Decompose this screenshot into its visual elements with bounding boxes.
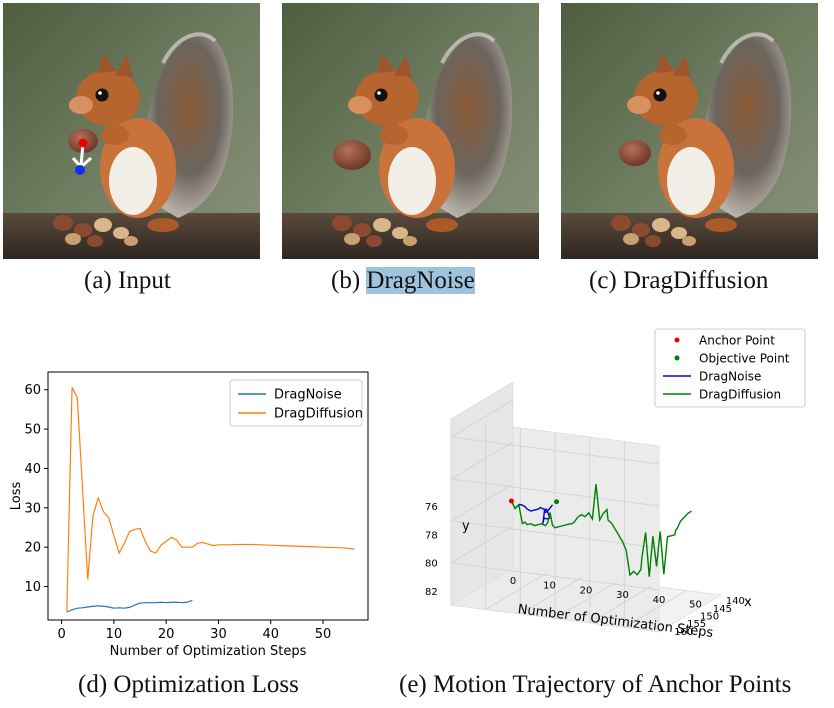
y-tick-label: 78: [425, 530, 438, 541]
legend-marker: [674, 355, 680, 361]
highlighted-method: DragNoise: [366, 267, 475, 294]
target-point: [75, 165, 85, 175]
grid-line: [554, 432, 618, 620]
y-tick-label: 40: [24, 462, 41, 477]
legend-label: DragNoise: [699, 370, 761, 384]
x-tick-label: 160: [674, 627, 693, 638]
caption-a: (a) Input: [84, 267, 171, 294]
step-tick-label: 20: [580, 585, 593, 596]
grid-line: [449, 441, 660, 507]
grid-line: [449, 483, 660, 549]
y-tick-label: 76: [425, 502, 438, 513]
x-tick-label: 10: [106, 627, 123, 642]
caption-d: (d) Optimization Loss: [78, 671, 299, 698]
trajectory-chart: 0 10 20 30 40 50 14014515015516076788082Number…: [425, 328, 806, 641]
y-tick-label: 60: [24, 383, 41, 398]
grid-line: [519, 428, 583, 615]
step-tick-label: 50: [689, 600, 702, 611]
legend-box: [654, 328, 806, 408]
legend-label: Anchor Point: [699, 334, 775, 348]
caption-c: (c) DragDiffusion: [589, 267, 769, 294]
nut: [619, 140, 651, 166]
legend-label: Objective Point: [699, 352, 790, 366]
x-axis-label: Number of Optimization Steps: [110, 644, 307, 659]
handle-point: [78, 138, 88, 148]
y-tick-label: 10: [24, 580, 41, 595]
y-tick-label: 82: [425, 587, 438, 598]
grid-line: [449, 525, 660, 591]
x-axis-label: x: [744, 595, 752, 610]
y-tick-label: 80: [425, 559, 438, 570]
anchor-point-marker: [508, 498, 514, 504]
legend-box: [229, 379, 363, 427]
y-tick-label: 50: [24, 423, 41, 438]
x-tick-label: 155: [687, 619, 706, 630]
legend-label: DragNoise: [274, 388, 342, 403]
caption-b: (b) DragNoise: [331, 267, 475, 294]
loss-legend: DragNoise DragDiffusion: [229, 379, 363, 427]
y-axis-label: Loss: [9, 482, 24, 511]
loss-chart: 0 10 20 30 40 50 10 20 30 40 50 60 Number of Optimiz…: [9, 371, 369, 659]
grid-line: [485, 423, 548, 611]
x-tick-label: 40: [262, 627, 279, 642]
legend-label: DragDiffusion: [699, 388, 781, 402]
y-tick-label: 20: [24, 541, 41, 556]
legend-label: DragDiffusion: [274, 407, 363, 422]
nut: [333, 140, 371, 170]
plot-frame: [47, 371, 369, 621]
step-tick-label: 40: [653, 595, 666, 606]
x-tick-label: 20: [158, 627, 175, 642]
side-pane: [450, 381, 514, 606]
x-tick-label: 150: [700, 612, 719, 623]
x-tick-label: 50: [315, 627, 332, 642]
dragdiffusion-image: [561, 3, 818, 259]
legend-marker: [674, 337, 680, 343]
x-tick-label: 30: [210, 627, 227, 642]
grid-line: [623, 441, 687, 629]
step-tick-label: 30: [616, 590, 629, 601]
y-axis-label: y: [462, 519, 470, 534]
input-image: [3, 3, 260, 259]
step-tick-label: 10: [543, 581, 556, 592]
y-tick-label: 30: [24, 501, 41, 516]
objective-point-marker: [554, 499, 560, 505]
trajectory-dragnoise: [510, 500, 554, 525]
series-dragdiffusion-line: [66, 387, 355, 613]
caption-e: (e) Motion Trajectory of Anchor Points: [399, 671, 792, 698]
x-tick-label: 0: [57, 627, 65, 642]
x-tick-label: 140: [726, 596, 745, 607]
trajectory-dragdiffusion: [510, 484, 692, 577]
step-tick-label: 0: [510, 576, 516, 587]
series-dragnoise-line: [66, 599, 193, 613]
x-tick-label: 145: [713, 604, 732, 615]
trajectory-legend: Anchor Point Objective Point DragNoise Drag…: [654, 328, 806, 408]
dragnoise-image: [282, 3, 539, 259]
grid-line: [589, 437, 652, 624]
grid-line: [449, 399, 660, 465]
